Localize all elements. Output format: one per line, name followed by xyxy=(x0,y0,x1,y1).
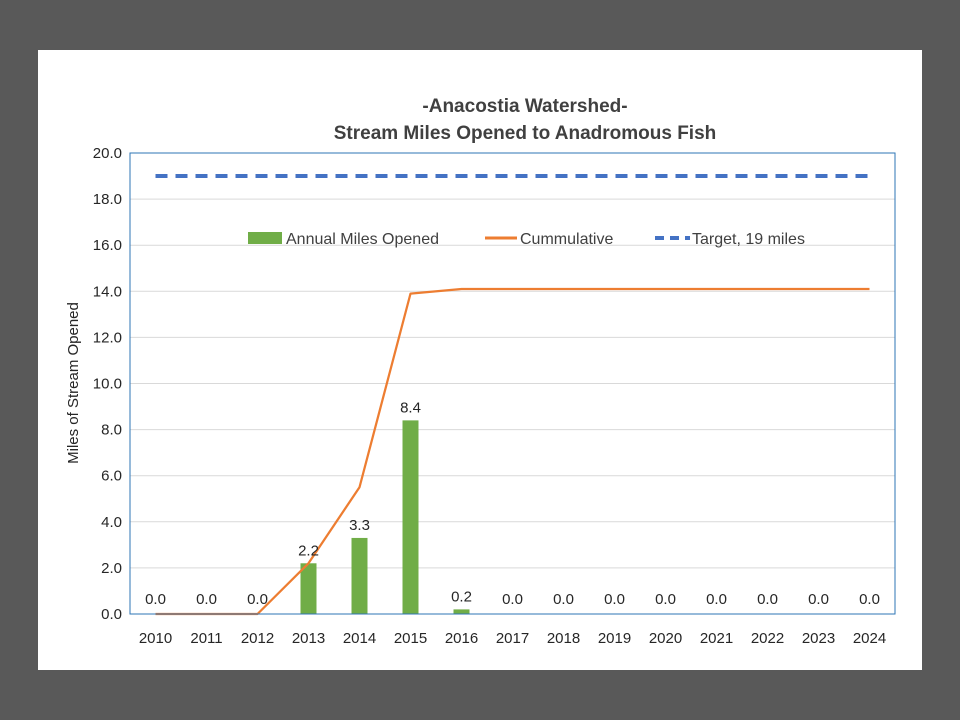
y-tick-label: 6.0 xyxy=(101,468,122,485)
bar xyxy=(453,609,470,614)
y-axis-title: Miles of Stream Opened xyxy=(65,302,82,464)
legend-label-annual: Annual Miles Opened xyxy=(286,231,439,248)
legend: Annual Miles Opened Cummulative Target, … xyxy=(248,231,805,248)
y-tick-label: 14.0 xyxy=(93,283,122,300)
data-labels: 0.0 0.0 0.0 2.2 3.3 8.4 0.2 0.0 0.0 0.0 0.0 0.0 0.0 0… xyxy=(145,399,880,608)
legend-swatch-annual xyxy=(248,232,282,244)
plot-area-border xyxy=(129,152,896,615)
bar xyxy=(402,420,419,614)
data-label: 0.0 xyxy=(859,591,880,608)
y-axis-ticks: 0.0 2.0 4.0 6.0 8.0 10.0 12.0 14.0 16.0 18.0 20.0 xyxy=(93,145,122,623)
y-tick-label: 0.0 xyxy=(101,606,122,623)
x-tick-label: 2012 xyxy=(241,630,274,647)
data-label: 0.2 xyxy=(451,588,472,605)
data-label: 3.3 xyxy=(349,517,370,534)
y-tick-label: 10.0 xyxy=(93,376,122,393)
chart-title-line1: -Anacostia Watershed- xyxy=(422,96,627,117)
x-tick-label: 2021 xyxy=(700,630,733,647)
data-label: 0.0 xyxy=(196,591,217,608)
cumulative-line xyxy=(155,287,870,616)
chart: -Anacostia Watershed- Stream Miles Opene… xyxy=(65,96,896,647)
x-tick-label: 2010 xyxy=(139,630,172,647)
data-label: 0.0 xyxy=(247,591,268,608)
x-tick-label: 2014 xyxy=(343,630,376,647)
data-label: 0.0 xyxy=(757,591,778,608)
data-label: 0.0 xyxy=(145,591,166,608)
chart-title-line2: Stream Miles Opened to Anadromous Fish xyxy=(334,123,717,144)
line-series xyxy=(155,174,870,616)
x-tick-label: 2011 xyxy=(190,630,222,647)
data-label: 0.0 xyxy=(604,591,625,608)
data-label: 0.0 xyxy=(553,591,574,608)
x-tick-label: 2020 xyxy=(649,630,682,647)
x-tick-label: 2017 xyxy=(496,630,529,647)
legend-label-cumulative: Cummulative xyxy=(520,231,613,248)
x-tick-label: 2015 xyxy=(394,630,427,647)
y-tick-label: 18.0 xyxy=(93,191,122,208)
y-tick-label: 16.0 xyxy=(93,237,122,254)
bar xyxy=(351,537,368,614)
y-tick-label: 20.0 xyxy=(93,145,122,162)
data-label: 0.0 xyxy=(655,591,676,608)
x-tick-label: 2018 xyxy=(547,630,580,647)
bar-series xyxy=(300,420,470,614)
x-tick-label: 2024 xyxy=(853,630,886,647)
x-tick-label: 2019 xyxy=(598,630,631,647)
data-label: 0.0 xyxy=(502,591,523,608)
y-tick-label: 8.0 xyxy=(101,422,122,439)
data-label: 8.4 xyxy=(400,399,421,416)
bar xyxy=(300,563,317,614)
data-label: 0.0 xyxy=(808,591,829,608)
y-tick-label: 4.0 xyxy=(101,514,122,531)
data-label: 0.0 xyxy=(706,591,727,608)
legend-label-target: Target, 19 miles xyxy=(692,231,805,248)
x-tick-label: 2022 xyxy=(751,630,784,647)
x-axis-ticks: 2010 2011 2012 2013 2014 2015 2016 2017 2018 2019… xyxy=(139,630,886,647)
y-tick-label: 12.0 xyxy=(93,329,122,346)
slide-canvas: -Anacostia Watershed- Stream Miles Opene… xyxy=(38,50,922,670)
gridlines xyxy=(130,198,895,569)
data-label: 2.2 xyxy=(298,542,319,559)
x-tick-label: 2023 xyxy=(802,630,835,647)
y-tick-label: 2.0 xyxy=(101,560,122,577)
x-tick-label: 2013 xyxy=(292,630,325,647)
x-tick-label: 2016 xyxy=(445,630,478,647)
